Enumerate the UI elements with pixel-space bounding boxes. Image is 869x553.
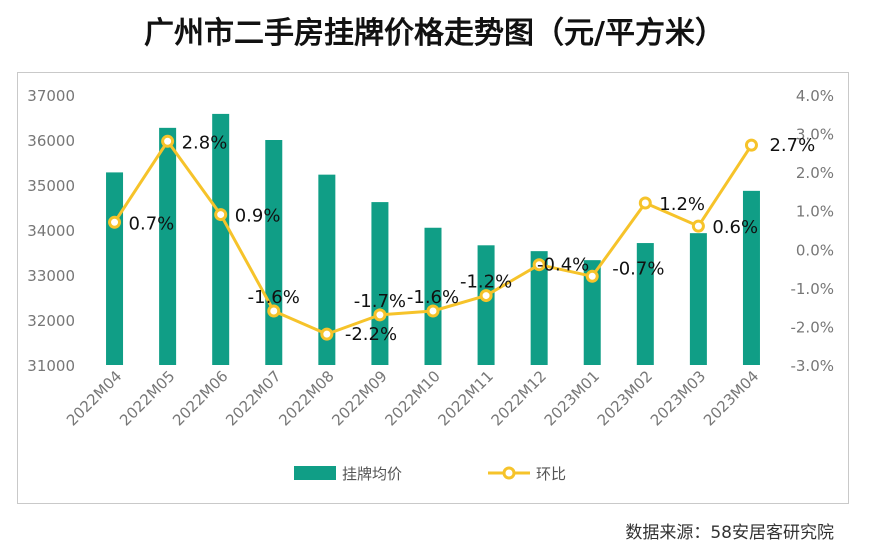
left-axis-tick-label: 35000 [27, 177, 75, 195]
left-axis: 31000 32000 33000 34000 35000 36000 37000 [27, 87, 75, 375]
right-axis-tick-label: -3.0% [790, 357, 834, 375]
left-axis-tick-label: 37000 [27, 87, 75, 105]
legend-label-line: 环比 [536, 465, 566, 483]
bar [159, 127, 177, 365]
line-data-label: -1.6% [248, 287, 300, 308]
x-axis-labels: 2022M042022M052022M062022M072022M082022M… [63, 367, 762, 429]
line-point [532, 258, 546, 272]
x-axis-tick-label: 2023M01 [541, 367, 603, 429]
right-axis-tick-label: 0.0% [796, 241, 834, 259]
line-data-label: -1.6% [407, 287, 459, 308]
chart-title: 广州市二手房挂牌价格走势图（元/平方米） [144, 16, 725, 51]
x-axis-tick-label: 2023M04 [700, 367, 762, 429]
left-axis-tick-label: 32000 [27, 312, 75, 330]
bar-series [106, 113, 760, 366]
line-data-label: -1.2% [460, 272, 512, 293]
line-series: 0.7%2.8%0.9%-1.6%-2.2%-1.7% -1.6%-1.2%-0.… [108, 132, 815, 345]
chart: 31000 32000 33000 34000 35000 36000 37000 -3.0… [27, 87, 834, 483]
right-axis-tick-label: -1.0% [790, 280, 834, 298]
right-axis-tick-label: 3.0% [796, 126, 834, 144]
x-axis-tick-label: 2022M09 [328, 367, 390, 429]
x-axis-tick-label: 2022M06 [169, 367, 231, 429]
line-data-label: 2.8% [182, 132, 228, 153]
line-point [479, 289, 493, 303]
x-axis-tick-label: 2022M07 [222, 367, 284, 429]
line-point [638, 196, 652, 210]
right-axis-tick-label: -2.0% [790, 318, 834, 336]
left-axis-tick-label: 31000 [27, 357, 75, 375]
x-axis-tick-label: 2022M11 [435, 367, 497, 429]
left-axis-tick-label: 36000 [27, 132, 75, 150]
line-data-label: -2.2% [345, 324, 397, 345]
line-point [426, 304, 440, 318]
x-axis-tick-label: 2023M02 [594, 367, 656, 429]
x-axis-tick-label: 2022M05 [116, 367, 178, 429]
chart-frame: 31000 32000 33000 34000 35000 36000 37000 -3.0… [17, 72, 849, 504]
bar [689, 233, 707, 365]
legend-label-bar: 挂牌均价 [342, 465, 402, 483]
x-axis-tick-label: 2022M10 [381, 367, 443, 429]
legend-swatch-bar [294, 466, 336, 480]
right-axis-tick-label: 4.0% [796, 87, 834, 105]
right-axis-tick-label: 1.0% [796, 203, 834, 221]
line-point [585, 269, 599, 283]
line-data-label: -0.4% [537, 255, 589, 276]
line-point [161, 134, 175, 148]
line-point [267, 304, 281, 318]
line-data-label: 1.2% [659, 194, 705, 215]
x-axis-tick-label: 2022M12 [488, 367, 550, 429]
bar [583, 260, 601, 365]
left-axis-tick-label: 34000 [27, 222, 75, 240]
bar [371, 202, 389, 365]
legend-swatch-marker [502, 466, 516, 480]
bar [636, 243, 654, 365]
legend: 挂牌均价 环比 [294, 465, 566, 483]
data-source-note: 数据来源：58安居客研究院 [625, 523, 834, 543]
line-data-label: 0.7% [129, 213, 175, 234]
line-point [744, 138, 758, 152]
line-point [108, 215, 122, 229]
bar [212, 113, 230, 366]
x-axis-tick-label: 2023M03 [647, 367, 709, 429]
bar [318, 174, 336, 365]
line-point [320, 327, 334, 341]
right-axis-tick-label: 2.0% [796, 164, 834, 182]
line-data-label: 0.6% [712, 217, 758, 238]
line-data-label: -1.7% [354, 291, 406, 312]
x-axis-tick-label: 2022M08 [275, 367, 337, 429]
right-axis: -3.0% -2.0% -1.0% 0.0% 1.0% 2.0% 3.0% 4.0% [790, 87, 834, 375]
bar [742, 190, 760, 365]
bar [477, 245, 495, 365]
left-axis-tick-label: 33000 [27, 267, 75, 285]
line-data-label: 2.7% [769, 135, 815, 156]
bar [106, 172, 124, 365]
line-point [214, 208, 228, 222]
bar [530, 251, 548, 365]
line-data-label: 0.9% [235, 206, 281, 227]
x-axis-tick-label: 2022M04 [63, 367, 125, 429]
line-data-label: -0.7% [612, 258, 664, 279]
bar [265, 140, 283, 365]
bar [424, 227, 442, 365]
line-point [691, 219, 705, 233]
line-point [373, 308, 387, 322]
